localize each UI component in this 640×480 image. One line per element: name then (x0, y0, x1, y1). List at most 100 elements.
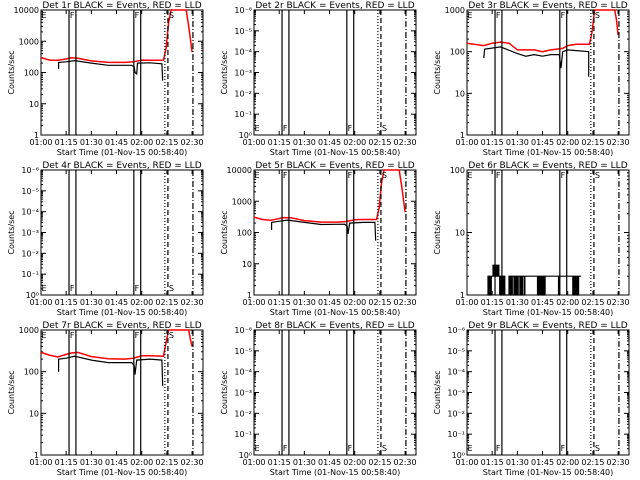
x-tick-label: 01:15 (268, 138, 291, 147)
y-tick-label: 10⁻⁴ (447, 368, 465, 377)
y-tick-label: 10000 (227, 166, 252, 175)
x-tick-label: 02:15 (368, 458, 391, 467)
x-tick-label: 02:30 (181, 138, 204, 147)
x-tick-label: 02:15 (155, 458, 178, 467)
y-axis-label: Counts/sec (433, 370, 442, 414)
x-tick-label: 02:00 (130, 298, 153, 307)
y-tick-label: 10⁻⁵ (21, 187, 39, 196)
y-tick-label: 1000 (19, 326, 39, 335)
event-marker-F: F (70, 331, 75, 340)
x-tick-label: 01:15 (268, 298, 291, 307)
y-tick-label: 10⁻³ (21, 229, 39, 238)
x-tick-label: 02:30 (394, 458, 417, 467)
x-axis-label: Start Time (01-Nov-15 00:58:40) (270, 148, 400, 157)
x-tick-label: 02:00 (130, 138, 153, 147)
panel-title: Det 9r BLACK = Events, RED = LLD (468, 321, 627, 331)
event-marker-E: E (255, 124, 260, 133)
panel-title: Det 4r BLACK = Events, RED = LLD (42, 161, 201, 171)
plot-frame (466, 9, 630, 136)
event-marker-F: F (496, 444, 501, 453)
event-marker-F: F (348, 171, 353, 180)
panel-title: Det 5r BLACK = Events, RED = LLD (255, 161, 414, 171)
x-tick-label: 01:00 (29, 298, 52, 307)
x-axis-label: Start Time (01-Nov-15 00:58:40) (483, 148, 613, 157)
x-tick-label: 01:15 (481, 298, 504, 307)
y-tick-label: 1 (34, 451, 39, 460)
event-marker-F: F (283, 124, 288, 133)
x-tick-label: 02:00 (556, 298, 579, 307)
lld-series-line (466, 9, 619, 53)
x-tick-label: 01:30 (293, 458, 316, 467)
y-tick-label: 1000 (19, 37, 39, 46)
x-tick-label: 01:30 (506, 138, 529, 147)
y-tick-label: 10⁻³ (447, 389, 465, 398)
y-axis-label: Counts/sec (220, 210, 229, 254)
y-tick-label: 10⁻² (234, 409, 252, 418)
x-tick-label: 01:45 (318, 458, 341, 467)
event-marker-F: F (135, 331, 140, 340)
y-axis-label: Counts/sec (7, 50, 16, 94)
x-tick-label: 01:15 (481, 458, 504, 467)
y-tick-label: 10 (242, 260, 252, 269)
events-series-line (57, 355, 164, 387)
x-tick-label: 01:30 (80, 298, 103, 307)
lld-series-line (40, 329, 193, 360)
x-tick-label: 02:30 (394, 138, 417, 147)
y-tick-label: 10⁻¹ (447, 430, 465, 439)
x-tick-label: 01:15 (55, 298, 78, 307)
y-tick-label: 10000 (14, 6, 39, 15)
x-tick-label: 02:15 (581, 458, 604, 467)
event-marker-E: E (42, 11, 47, 20)
y-tick-label: 10⁻⁵ (447, 347, 465, 356)
x-axis-label: Start Time (01-Nov-15 00:58:40) (57, 148, 187, 157)
y-axis-label: Counts/sec (433, 50, 442, 94)
event-marker-F: F (283, 171, 288, 180)
x-tick-label: 01:30 (506, 298, 529, 307)
y-tick-label: 10⁻⁶ (21, 166, 39, 175)
y-tick-label: 10⁻⁴ (234, 368, 252, 377)
y-tick-label: 100 (24, 368, 39, 377)
x-tick-label: 02:15 (581, 138, 604, 147)
event-marker-F: F (561, 171, 566, 180)
panel-title: Det 8r BLACK = Events, RED = LLD (255, 321, 414, 331)
x-tick-label: 01:00 (242, 458, 265, 467)
y-axis-label: Counts/sec (433, 210, 442, 254)
y-tick-label: 10⁰ (239, 131, 252, 140)
event-marker-F: F (496, 11, 501, 20)
x-tick-label: 01:15 (268, 458, 291, 467)
x-tick-label: 01:30 (293, 138, 316, 147)
x-tick-label: 01:30 (80, 138, 103, 147)
x-tick-label: 02:30 (181, 458, 204, 467)
x-tick-label: 02:30 (607, 298, 630, 307)
event-marker-F: F (135, 284, 140, 293)
x-tick-label: 02:15 (155, 298, 178, 307)
event-marker-F: F (561, 11, 566, 20)
event-marker-F: F (70, 284, 75, 293)
x-tick-label: 02:00 (556, 458, 579, 467)
event-marker-E: E (42, 331, 47, 340)
x-axis-label: Start Time (01-Nov-15 00:58:40) (270, 308, 400, 317)
y-tick-label: 100 (450, 166, 465, 175)
x-tick-label: 02:00 (556, 138, 579, 147)
plot-frame (40, 169, 204, 296)
x-tick-label: 01:30 (80, 458, 103, 467)
y-tick-label: 10⁰ (239, 451, 252, 460)
y-tick-label: 10⁻⁴ (21, 208, 39, 217)
y-tick-label: 1000 (445, 6, 465, 15)
y-tick-label: 10⁻⁴ (234, 48, 252, 57)
x-tick-label: 02:15 (368, 138, 391, 147)
y-tick-label: 10 (455, 229, 465, 238)
x-tick-label: 02:30 (607, 138, 630, 147)
y-tick-label: 10⁰ (26, 291, 39, 300)
y-tick-label: 100 (450, 48, 465, 57)
x-tick-label: 02:30 (607, 458, 630, 467)
y-tick-label: 1000 (232, 197, 252, 206)
event-marker-S: S (595, 11, 600, 20)
events-series-line (57, 59, 164, 81)
y-tick-label: 10⁻² (447, 409, 465, 418)
event-marker-F: F (135, 11, 140, 20)
